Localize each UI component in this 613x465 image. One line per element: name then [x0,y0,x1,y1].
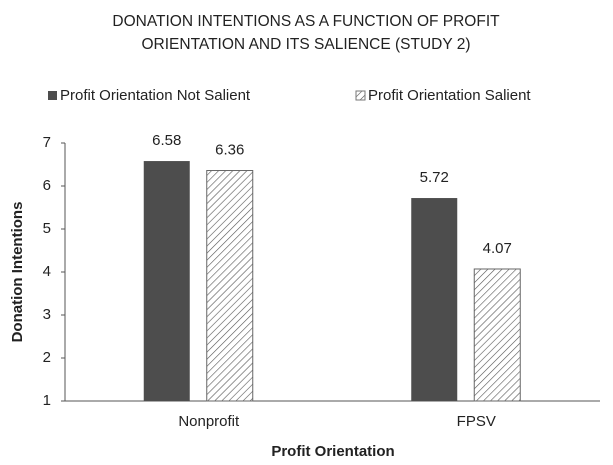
data-label: 6.36 [215,141,244,158]
x-tick-label: FPSV [457,413,496,430]
bar [411,198,458,401]
y-tick-label: 6 [43,177,51,194]
bar [473,268,521,402]
legend-label: Profit Orientation Not Salient [60,87,251,104]
x-tick-label: Nonprofit [178,413,240,430]
x-axis-label: Profit Orientation [271,443,394,460]
legend-swatch [355,90,366,101]
data-label: 5.72 [420,169,449,186]
chart-title: DONATION INTENTIONS AS A FUNCTION OF PRO… [112,13,500,53]
y-tick-label: 7 [43,134,51,151]
data-label: 6.58 [152,132,181,149]
y-tick-label: 5 [43,220,51,237]
bar [206,170,254,402]
bar [143,161,190,401]
y-tick-label: 4 [43,263,51,280]
y-axis-label: Donation Intentions [9,202,26,343]
data-label: 4.07 [483,240,512,257]
legend-label: Profit Orientation Salient [368,87,531,104]
y-tick-label: 1 [43,392,51,409]
legend-swatch [48,91,57,100]
y-tick-label: 3 [43,306,51,323]
y-tick-label: 2 [43,349,51,366]
